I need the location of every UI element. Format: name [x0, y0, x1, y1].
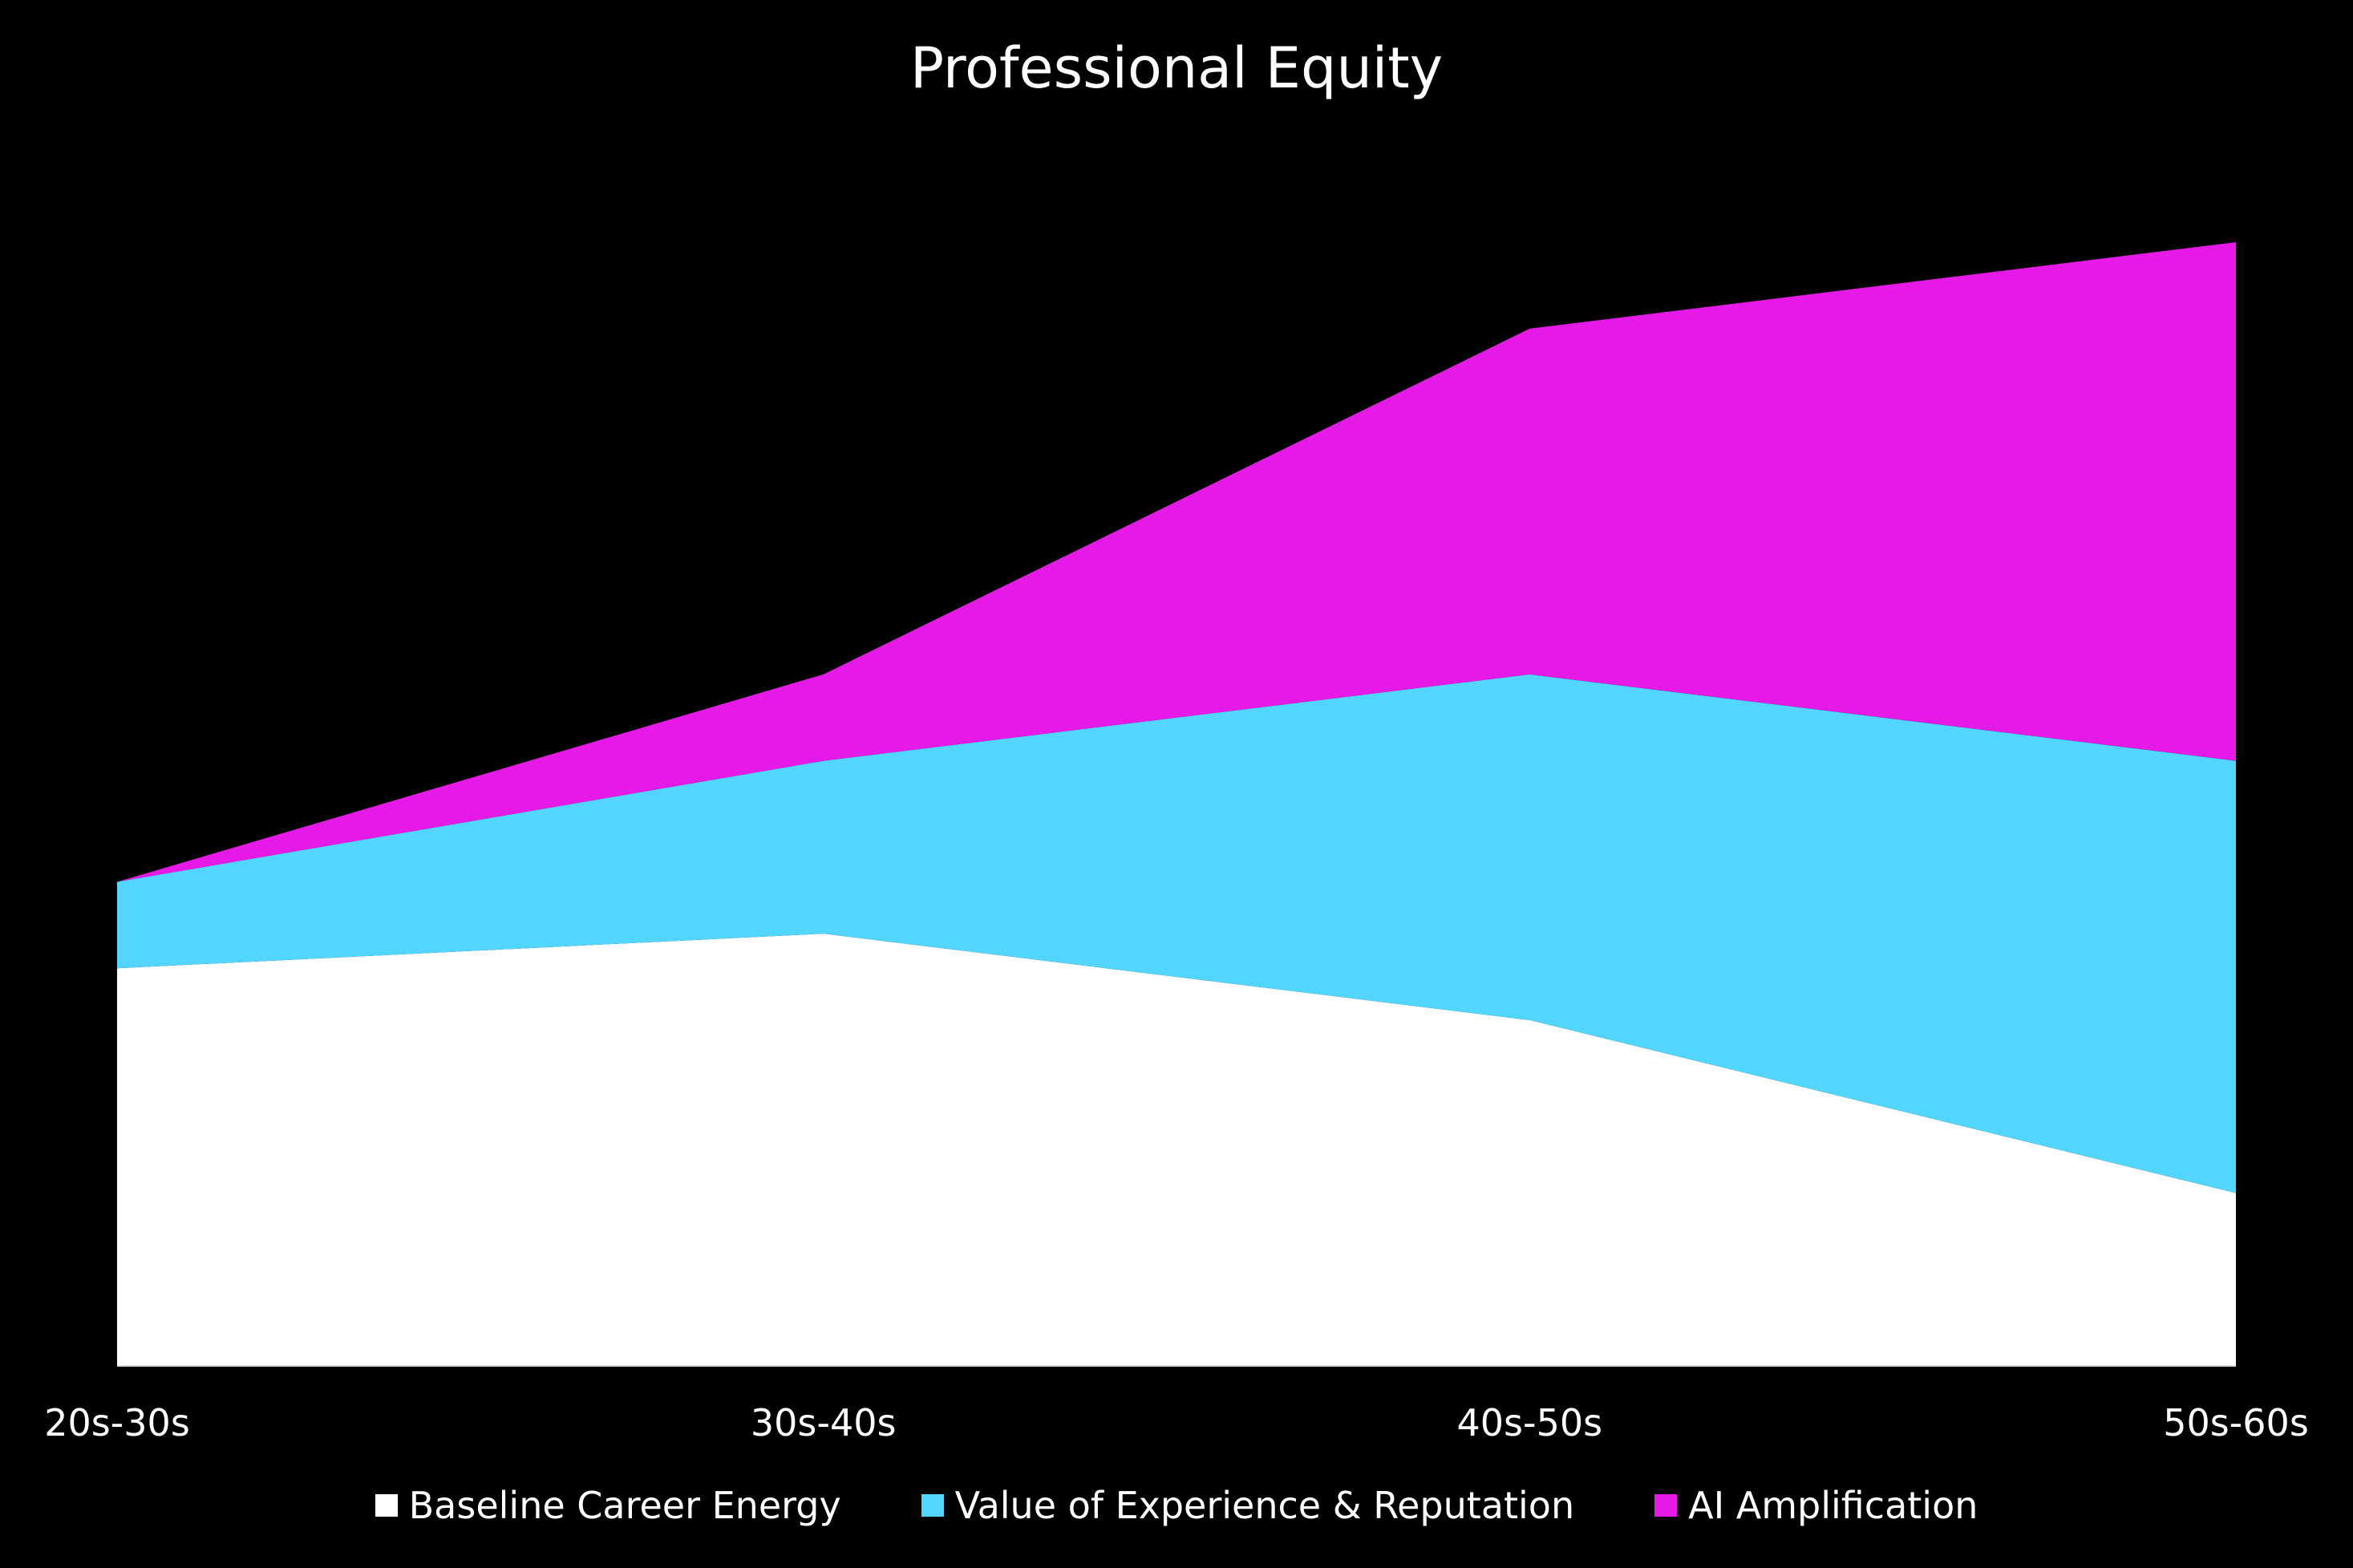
area-series-1 [117, 674, 2236, 1193]
legend-item-ai: AI Amplification [1654, 1484, 1978, 1527]
x-tick-label: 30s-40s [751, 1401, 897, 1444]
legend-swatch-ai [1654, 1494, 1678, 1517]
legend-item-experience: Value of Experience & Reputation [921, 1484, 1574, 1527]
x-tick-label: 50s-60s [2163, 1401, 2309, 1444]
legend-label: Value of Experience & Reputation [954, 1484, 1575, 1527]
x-tick-label: 20s-30s [44, 1401, 190, 1444]
legend-swatch-experience [921, 1494, 944, 1517]
legend-swatch-baseline [375, 1494, 398, 1517]
area-series-0 [117, 934, 2236, 1366]
area-series-2 [117, 242, 2236, 882]
legend-label: Baseline Career Energy [408, 1484, 841, 1527]
legend-label: AI Amplification [1688, 1484, 1978, 1527]
chart-title: Professional Equity [909, 35, 1444, 101]
x-tick-label: 40s-50s [1457, 1401, 1603, 1444]
legend: Baseline Career Energy Value of Experien… [0, 1484, 2353, 1527]
legend-item-baseline: Baseline Career Energy [375, 1484, 841, 1527]
